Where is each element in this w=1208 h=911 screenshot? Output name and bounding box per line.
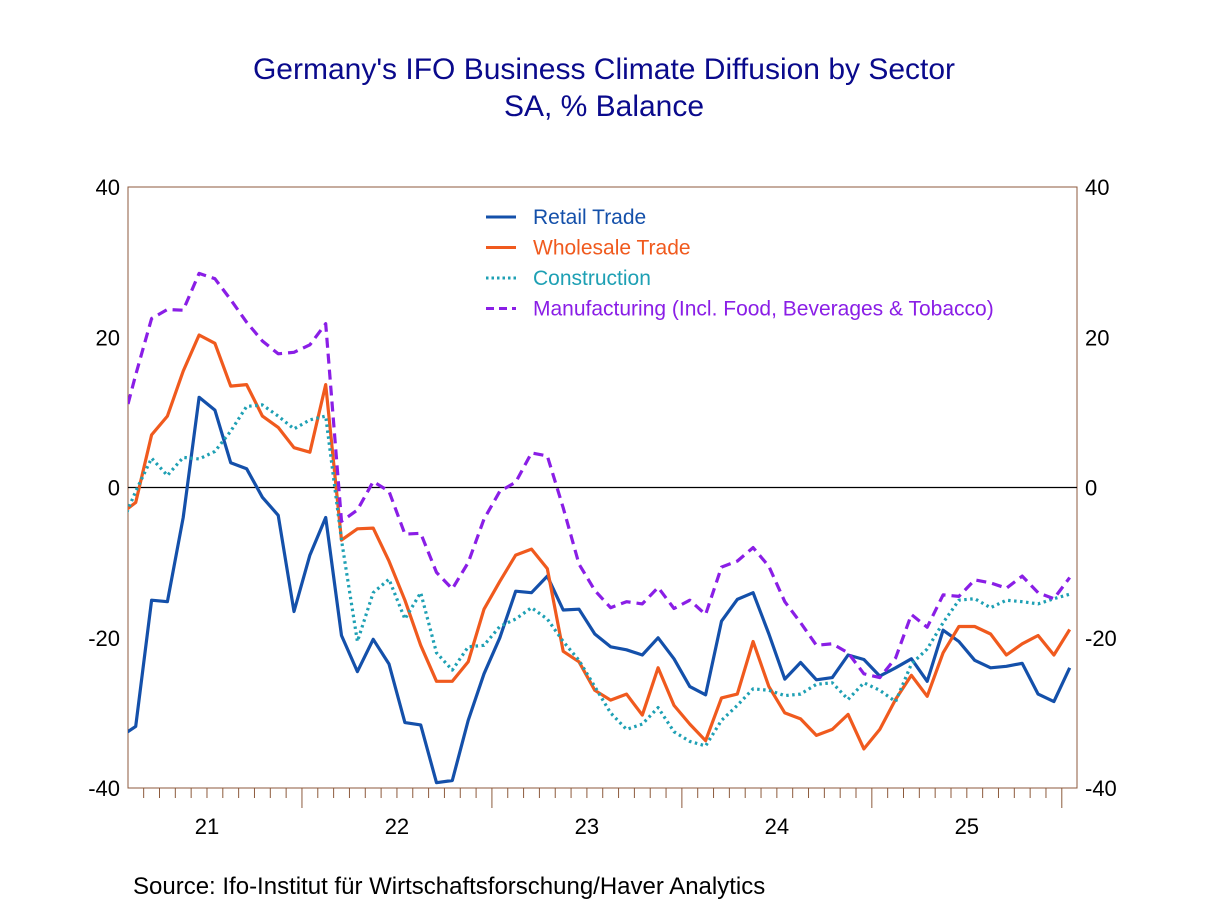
legend-label: Manufacturing (Incl. Food, Beverages & T… bbox=[533, 298, 994, 321]
x-tick-label: 23 bbox=[575, 814, 599, 839]
y-tick-label-left: 40 bbox=[96, 175, 120, 200]
y-tick-label-left: -20 bbox=[88, 626, 120, 651]
series-line bbox=[120, 273, 1070, 677]
legend: Retail Trade Wholesale Trade Construction M… bbox=[486, 206, 994, 321]
chart-subtitle: SA, % Balance bbox=[504, 90, 704, 123]
source-note: Source: Ifo-Institut für Wirtschaftsfors… bbox=[133, 873, 765, 900]
legend-label: Wholesale Trade bbox=[533, 237, 691, 260]
legend-label: Construction bbox=[533, 267, 651, 290]
y-tick-label-right: 20 bbox=[1085, 325, 1109, 350]
chart-title: Germany's IFO Business Climate Diffusion… bbox=[253, 53, 955, 86]
series-line bbox=[120, 397, 1070, 782]
x-tick-label: 25 bbox=[955, 814, 979, 839]
y-tick-label-right: 40 bbox=[1085, 175, 1109, 200]
x-tick-label: 22 bbox=[385, 814, 409, 839]
y-tick-label-right: -20 bbox=[1085, 626, 1117, 651]
y-tick-label-left: 20 bbox=[96, 325, 120, 350]
x-tick-label: 24 bbox=[765, 814, 789, 839]
y-tick-label-right: -40 bbox=[1085, 776, 1117, 801]
series-line bbox=[120, 335, 1070, 749]
y-tick-label-left: 0 bbox=[108, 476, 120, 501]
x-tick-label: 21 bbox=[195, 814, 219, 839]
y-tick-label-left: -40 bbox=[88, 776, 120, 801]
series-lines bbox=[120, 273, 1070, 783]
legend-label: Retail Trade bbox=[533, 206, 646, 229]
y-tick-label-right: 0 bbox=[1085, 476, 1097, 501]
